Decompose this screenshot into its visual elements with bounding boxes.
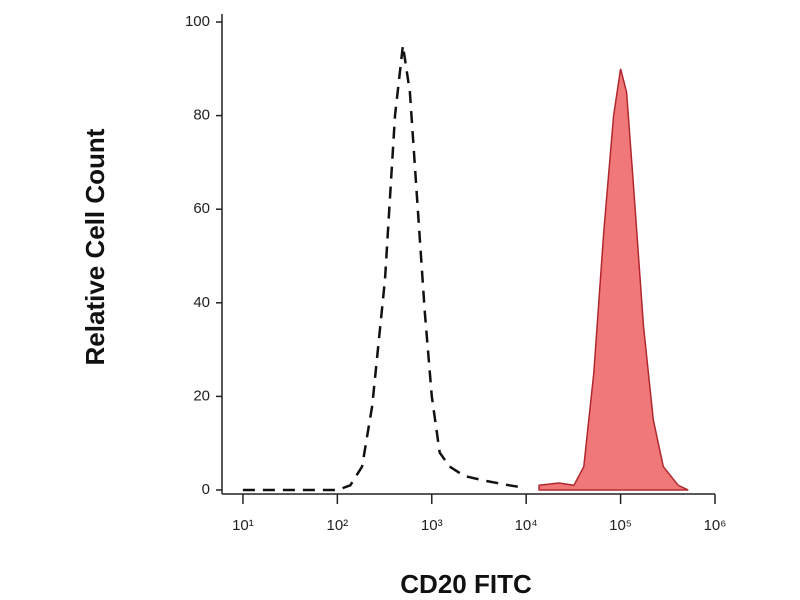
x-tick-label: 10⁶: [704, 517, 727, 534]
y-tick-label: 40: [193, 294, 210, 311]
y-tick-label: 80: [193, 107, 210, 124]
y-axis-title: Relative Cell Count: [80, 128, 110, 365]
y-tick-label: 0: [202, 481, 210, 498]
y-tick-label: 60: [193, 200, 210, 217]
x-axis-title: CD20 FITC: [400, 569, 532, 599]
y-tick-label: 20: [193, 387, 210, 404]
x-tick-label: 10³: [421, 517, 443, 534]
histogram-area: [538, 68, 689, 491]
y-tick-label: 100: [185, 13, 210, 30]
x-tick-label: 10²: [327, 517, 349, 534]
histogram-line: [242, 45, 525, 492]
x-tick-label: 10⁵: [609, 517, 632, 534]
x-tick-label: 10⁴: [515, 517, 538, 534]
x-tick-label: 10¹: [232, 517, 254, 534]
